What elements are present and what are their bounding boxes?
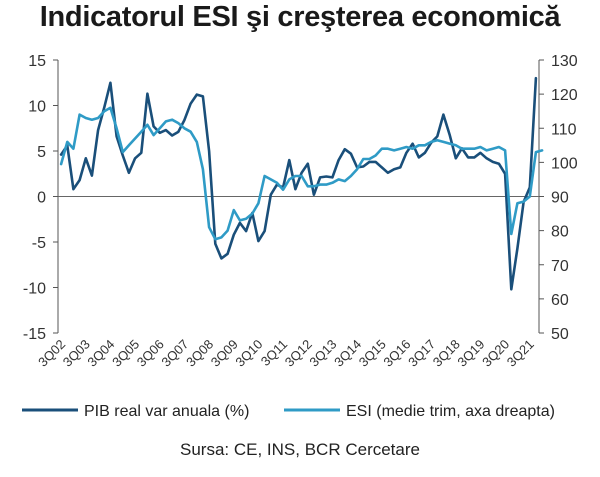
y-left-tick-label: 0 xyxy=(37,190,46,207)
x-tick-label: 3Q15 xyxy=(356,337,389,370)
chart-axes xyxy=(57,60,540,333)
legend-label-pib: PIB real var anuala (%) xyxy=(84,403,249,420)
legend-label-esi: ESI (medie trim, axa dreapta) xyxy=(346,403,555,420)
x-tick-label: 3Q09 xyxy=(208,337,241,370)
x-tick-label: 3Q04 xyxy=(84,337,117,370)
x-tick-label: 3Q19 xyxy=(454,337,487,370)
chart-title: Indicatorul ESI şi creşterea economică xyxy=(39,1,561,33)
chart-series-group xyxy=(59,76,544,291)
y-right-tick-label: 110 xyxy=(551,121,577,138)
x-tick-label: 3Q14 xyxy=(331,337,364,370)
y-right-tick-label: 50 xyxy=(551,326,569,343)
x-tick-label: 3Q03 xyxy=(60,337,93,370)
series-line-pib xyxy=(59,76,538,291)
y-right-tick-label: 100 xyxy=(551,155,578,172)
y-left-tick-label: -5 xyxy=(32,235,46,252)
x-tick-label: 3Q06 xyxy=(134,337,167,370)
x-tick-label: 3Q07 xyxy=(158,337,191,370)
y-left-tick-label: 5 xyxy=(37,144,46,161)
x-tick-label: 3Q12 xyxy=(282,337,315,370)
chart-source: Sursa: CE, INS, BCR Cercetare xyxy=(180,440,420,459)
x-tick-label: 3Q20 xyxy=(479,337,512,370)
x-tick-label: 3Q08 xyxy=(183,337,216,370)
y-left-tick-label: -15 xyxy=(23,326,46,343)
y-right-tick-label: 70 xyxy=(551,258,569,275)
x-tick-label: 3Q05 xyxy=(109,337,142,370)
chart-legend: PIB real var anuala (%) ESI (medie trim,… xyxy=(22,403,555,420)
y-left-tick-label: 10 xyxy=(28,99,46,116)
y-right-tick-label: 80 xyxy=(551,224,569,241)
x-tick-label: 3Q13 xyxy=(306,337,339,370)
y-right-tick-label: 120 xyxy=(551,87,578,104)
series-line-esi xyxy=(59,106,544,241)
y-right-tick-label: 90 xyxy=(551,190,569,207)
x-tick-label: 3Q17 xyxy=(405,337,438,370)
y-left-tick-label: 15 xyxy=(28,53,46,70)
x-tick-label: 3Q11 xyxy=(258,337,290,369)
y-right-tick-label: 130 xyxy=(551,53,578,70)
y-left-tick-label: -10 xyxy=(23,281,46,298)
x-tick-label: 3Q10 xyxy=(232,337,265,370)
x-tick-label: 3Q18 xyxy=(430,337,463,370)
y-right-tick-label: 60 xyxy=(551,292,569,309)
x-tick-label: 3Q21 xyxy=(504,337,537,370)
x-tick-label: 3Q16 xyxy=(380,337,413,370)
